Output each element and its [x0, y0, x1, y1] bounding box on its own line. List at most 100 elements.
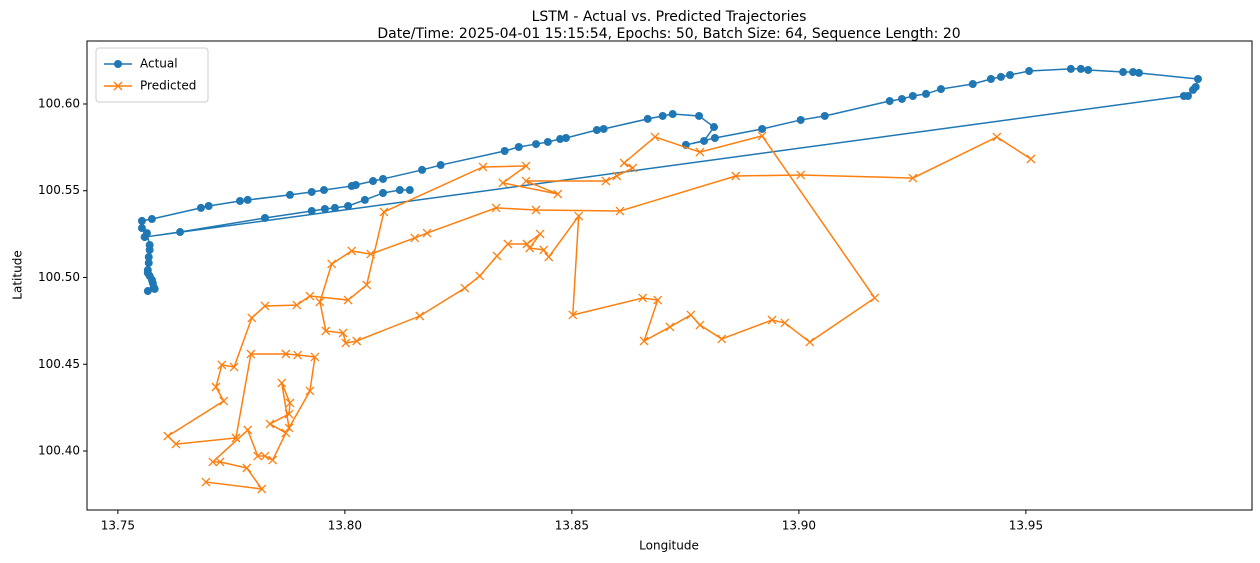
- point: [521, 176, 531, 186]
- point: [260, 301, 270, 311]
- x-tick-label: 13.85: [555, 519, 589, 533]
- chart-subtitle: Date/Time: 2025-04-01 15:15:54, Epochs: …: [377, 26, 960, 42]
- point: [436, 161, 445, 170]
- chart-title: LSTM - Actual vs. Predicted Trajectories: [532, 9, 807, 25]
- point: [143, 266, 152, 275]
- point: [379, 207, 389, 217]
- legend-label: Actual: [140, 57, 178, 71]
- point: [351, 181, 360, 190]
- point: [653, 295, 663, 305]
- axes-frame: [86, 40, 1253, 511]
- point: [352, 336, 362, 346]
- point: [347, 246, 357, 256]
- point: [908, 173, 918, 183]
- legend-marker: [114, 60, 122, 68]
- point: [284, 423, 294, 433]
- point: [535, 229, 545, 239]
- point: [246, 349, 256, 359]
- point: [1066, 64, 1075, 73]
- point: [360, 195, 369, 204]
- point: [525, 243, 535, 253]
- point: [870, 293, 880, 303]
- x-axis-label: Longitude: [639, 539, 699, 553]
- point: [260, 451, 270, 461]
- point: [415, 311, 425, 321]
- point: [650, 132, 660, 142]
- point: [196, 203, 205, 212]
- legend: Actual Predicted: [95, 47, 209, 103]
- point: [147, 215, 156, 224]
- point: [574, 211, 584, 221]
- point: [532, 140, 541, 149]
- x-tick-label: 13.90: [782, 519, 816, 533]
- point: [658, 111, 667, 120]
- point: [343, 295, 353, 305]
- point: [137, 216, 146, 225]
- point: [757, 131, 767, 141]
- point: [285, 190, 294, 199]
- point: [731, 171, 741, 181]
- point: [253, 451, 263, 461]
- point: [338, 328, 348, 338]
- point: [592, 126, 601, 135]
- point: [144, 253, 153, 262]
- point: [305, 386, 315, 396]
- point: [922, 89, 931, 98]
- point: [615, 206, 625, 216]
- point: [405, 186, 414, 195]
- point: [284, 409, 294, 419]
- point: [710, 133, 719, 142]
- point: [305, 291, 315, 301]
- point: [561, 133, 570, 142]
- point: [897, 94, 906, 103]
- point: [500, 147, 509, 156]
- y-tick-label: 100.60: [38, 96, 80, 110]
- point: [321, 326, 331, 336]
- point: [521, 161, 531, 171]
- point: [1134, 68, 1143, 77]
- legend-marker: [113, 81, 123, 91]
- series-line: [166, 135, 1032, 490]
- point: [1084, 65, 1093, 74]
- point: [1179, 92, 1188, 101]
- point: [277, 378, 287, 388]
- point: [379, 188, 388, 197]
- point: [700, 136, 709, 145]
- point: [767, 315, 777, 325]
- point: [460, 283, 470, 293]
- point: [695, 320, 705, 330]
- point: [543, 137, 552, 146]
- point: [1006, 71, 1015, 80]
- point: [307, 207, 316, 216]
- point: [796, 115, 805, 124]
- point: [242, 463, 252, 473]
- point: [686, 310, 696, 320]
- point: [341, 338, 351, 348]
- x-tick-label: 13.75: [101, 519, 135, 533]
- point: [599, 124, 608, 133]
- point: [937, 85, 946, 94]
- point: [243, 425, 253, 435]
- point: [491, 203, 501, 213]
- point: [628, 163, 638, 173]
- point: [229, 362, 239, 372]
- point: [330, 203, 339, 212]
- y-tick-label: 100.40: [38, 444, 80, 458]
- point: [208, 457, 218, 467]
- point: [418, 165, 427, 174]
- point: [327, 259, 337, 269]
- point: [709, 123, 718, 132]
- point: [163, 431, 173, 441]
- point: [475, 271, 485, 281]
- point: [780, 318, 790, 328]
- point: [820, 111, 829, 120]
- point: [758, 124, 767, 133]
- point: [260, 213, 269, 222]
- point: [243, 195, 252, 204]
- point: [362, 280, 372, 290]
- legend-label: Predicted: [140, 79, 196, 93]
- point: [236, 196, 245, 205]
- point: [668, 110, 677, 119]
- point: [344, 202, 353, 211]
- point: [410, 233, 420, 243]
